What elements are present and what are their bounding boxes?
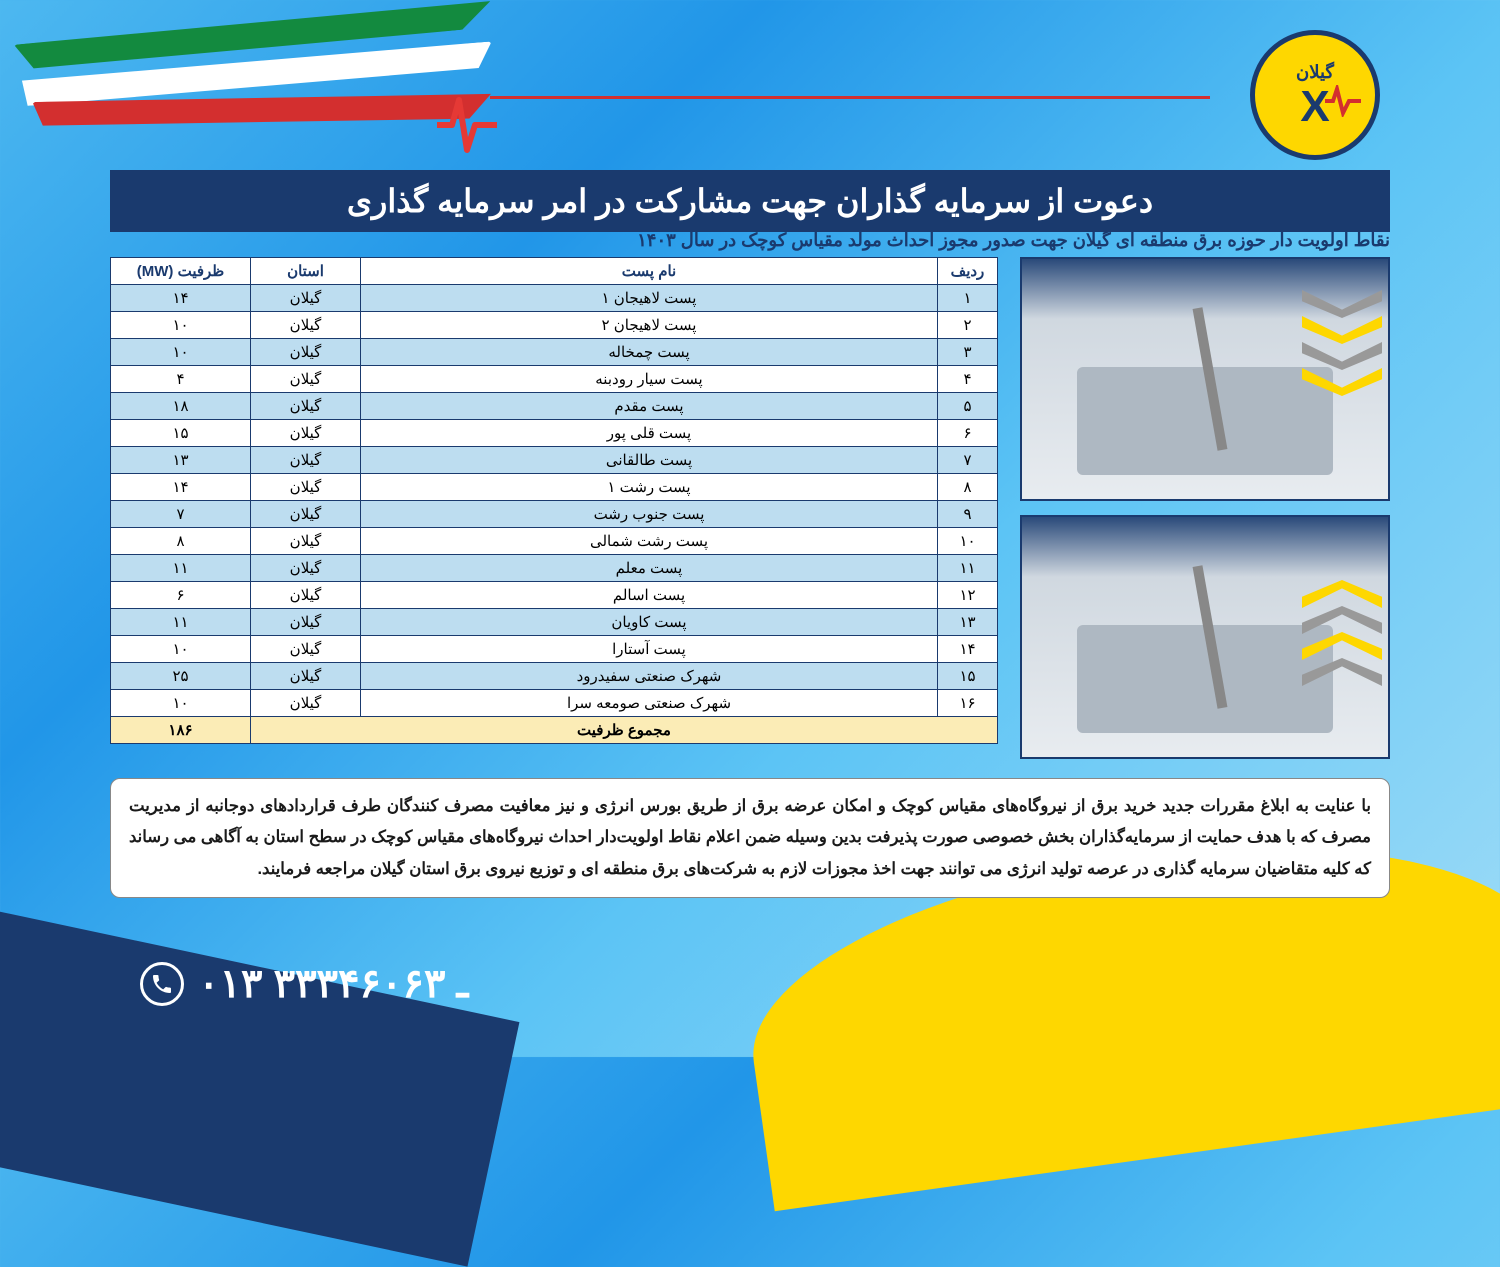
table-row: ۱۲پست اسالمگیلان۶ xyxy=(111,582,998,609)
table-row: ۱پست لاهیجان ۱گیلان۱۴ xyxy=(111,285,998,312)
table-row: ۳پست چمخالهگیلان۱۰ xyxy=(111,339,998,366)
chevron-down-decoration xyxy=(1302,290,1382,394)
divider-line xyxy=(490,96,1210,99)
th-province: استان xyxy=(251,258,361,285)
table-row: ۹پست جنوب رشتگیلان۷ xyxy=(111,501,998,528)
table-row: ۲پست لاهیجان ۲گیلان۱۰ xyxy=(111,312,998,339)
chevron-up-decoration xyxy=(1302,580,1382,684)
capacity-table: ردیف نام پست استان ظرفیت (MW) ۱پست لاهیج… xyxy=(110,257,998,744)
table-row: ۱۳پست کاویانگیلان۱۱ xyxy=(111,609,998,636)
table-row: ۴پست سیار رودبنهگیلان۴ xyxy=(111,366,998,393)
table-row: ۱۴پست آستاراگیلان۱۰ xyxy=(111,636,998,663)
table-row: ۱۵شهرک صنعتی سفیدرودگیلان۲۵ xyxy=(111,663,998,690)
phone-number: ۰۱۳ ـ ۳۳۳۴۶۰۶۳ xyxy=(198,961,468,1007)
phone-icon xyxy=(140,962,184,1006)
table-subtitle: نقاط اولویت دار حوزه برق منطقه ای گیلان … xyxy=(110,230,1390,251)
contact-phone: ۰۱۳ ـ ۳۳۳۴۶۰۶۳ xyxy=(140,961,468,1007)
pulse-icon xyxy=(432,90,502,174)
table-row: ۸پست رشت ۱گیلان۱۴ xyxy=(111,474,998,501)
th-name: نام پست xyxy=(361,258,938,285)
th-capacity: ظرفیت (MW) xyxy=(111,258,251,285)
table-row: ۶پست قلی پورگیلان۱۵ xyxy=(111,420,998,447)
th-row: ردیف xyxy=(938,258,998,285)
table-row: ۵پست مقدمگیلان۱۸ xyxy=(111,393,998,420)
table-total-row: مجموع ظرفیت۱۸۶ xyxy=(111,717,998,744)
main-title: دعوت از سرمایه گذاران جهت مشارکت در امر … xyxy=(110,170,1390,232)
logo-region: گیلان xyxy=(1296,62,1334,83)
table-row: ۱۱پست معلمگیلان۱۱ xyxy=(111,555,998,582)
table-row: ۱۰پست رشت شمالیگیلان۸ xyxy=(111,528,998,555)
description-text: با عنایت به ابلاغ مقررات جدید خرید برق ا… xyxy=(110,778,1390,898)
table-row: ۷پست طالقانیگیلان۱۳ xyxy=(111,447,998,474)
company-logo: گیلان X xyxy=(1250,30,1380,160)
iran-flag-decoration xyxy=(0,20,490,150)
table-row: ۱۶شهرک صنعتی صومعه سراگیلان۱۰ xyxy=(111,690,998,717)
